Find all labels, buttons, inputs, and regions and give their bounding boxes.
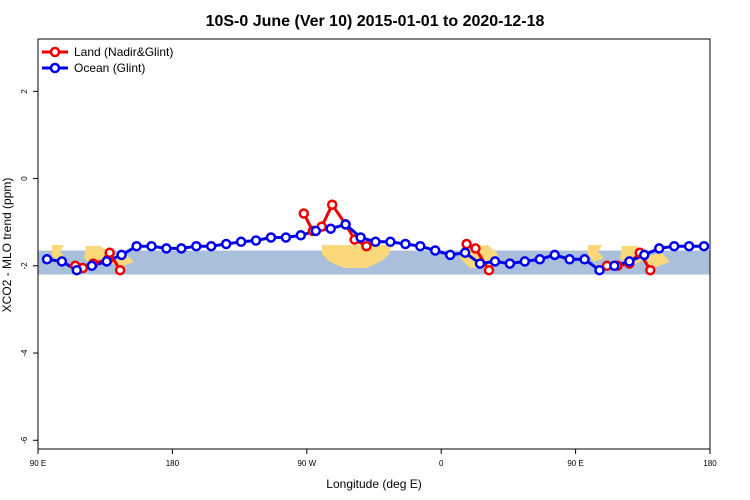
ocean-series-point — [41, 254, 53, 265]
land-mass — [322, 245, 392, 268]
ocean-series-point — [370, 236, 381, 248]
legend-label-ocean: Ocean (Glint) — [74, 61, 145, 75]
ocean-series-point — [340, 219, 351, 230]
ocean-series-point — [489, 256, 501, 267]
ocean-series-point — [146, 240, 157, 252]
ocean-series-point — [235, 236, 247, 248]
y-tick-label: -4 — [20, 349, 29, 357]
ocean-series-point — [161, 243, 172, 254]
y-axis: 2 0 -2 -4 -6 — [20, 89, 38, 444]
legend-item-ocean: Ocean (Glint) — [42, 61, 145, 75]
ocean-series-point — [250, 235, 262, 246]
land-series-point — [361, 240, 372, 252]
ocean-series-point — [474, 258, 486, 269]
ocean-series-point — [698, 240, 710, 252]
ocean-series-point — [325, 223, 336, 234]
land-series-point — [114, 264, 126, 276]
ocean-series-point — [355, 232, 366, 243]
ocean-series-point — [534, 254, 546, 265]
x-axis: 90 E 180 90 W 0 90 E 180 — [30, 449, 717, 468]
y-tick-label: 0 — [20, 176, 29, 181]
legend: Land (Nadir&Glint) Ocean (Glint) — [42, 45, 173, 75]
x-tick-label: 90 E — [30, 459, 46, 468]
ocean-series-point — [280, 232, 292, 243]
legend-label-land: Land (Nadir&Glint) — [74, 45, 173, 59]
y-axis-label: XCO2 - MLO trend (ppm) — [0, 178, 14, 313]
ocean-series-point — [116, 249, 127, 261]
series-layer — [41, 199, 710, 276]
y-tick-label: -6 — [20, 436, 29, 444]
ocean-series-point — [205, 240, 217, 252]
ocean-series-point — [176, 243, 187, 254]
ocean-series-point — [504, 258, 516, 269]
ocean-series-point — [594, 264, 605, 276]
y-tick-label: 2 — [20, 89, 29, 94]
land-series-point — [470, 243, 481, 254]
ocean-series-point — [265, 232, 277, 243]
land-series-point — [483, 264, 495, 276]
land-mass — [588, 245, 604, 262]
y-tick-label: -2 — [20, 262, 29, 270]
ocean-series-point — [519, 256, 531, 267]
x-tick-label: 180 — [166, 459, 180, 468]
ocean-series-point — [683, 240, 695, 252]
ocean-series-point — [415, 240, 426, 252]
ocean-series-point — [579, 254, 590, 265]
ocean-series-point — [86, 260, 98, 272]
ocean-series-point — [564, 254, 575, 265]
ocean-series-point — [444, 249, 456, 261]
ocean-series-point — [668, 240, 680, 252]
plot-frame — [37, 38, 711, 450]
ocean-series-point — [400, 238, 411, 250]
ocean-series-point — [429, 245, 441, 256]
land-series-point — [104, 247, 115, 258]
land-series-point — [326, 199, 338, 210]
land-mass — [646, 253, 670, 267]
ocean-series-point — [101, 256, 112, 267]
ocean-series-point — [459, 247, 471, 258]
ocean-series-point — [220, 238, 232, 250]
x-tick-label: 90 W — [297, 459, 316, 468]
ocean-series-point — [310, 225, 322, 237]
chart-title: 10S-0 June (Ver 10) 2015-01-01 to 2020-1… — [206, 13, 545, 30]
ocean-series-point — [131, 240, 142, 252]
legend-marker-land — [49, 46, 61, 58]
ocean-series-point — [295, 230, 307, 241]
land-series-point — [298, 208, 310, 219]
ocean-series-point — [191, 240, 202, 252]
ocean-series-point — [71, 264, 83, 276]
x-tick-label: 90 E — [567, 459, 583, 468]
ocean-series-point — [56, 256, 68, 267]
ocean-series-point — [653, 243, 665, 254]
ocean-series-point — [609, 260, 620, 272]
ocean-series-point — [385, 236, 396, 248]
legend-item-land: Land (Nadir&Glint) — [42, 45, 173, 59]
x-axis-label: Longitude (deg E) — [326, 477, 421, 491]
x-tick-label: 180 — [703, 459, 717, 468]
land-series-point — [645, 264, 656, 276]
ocean-series-point — [549, 249, 560, 261]
land-series-point — [461, 238, 472, 250]
ocean-series-point — [639, 249, 650, 261]
legend-marker-ocean — [49, 62, 61, 74]
ocean-series-point — [624, 256, 635, 267]
x-tick-label: 0 — [439, 459, 444, 468]
